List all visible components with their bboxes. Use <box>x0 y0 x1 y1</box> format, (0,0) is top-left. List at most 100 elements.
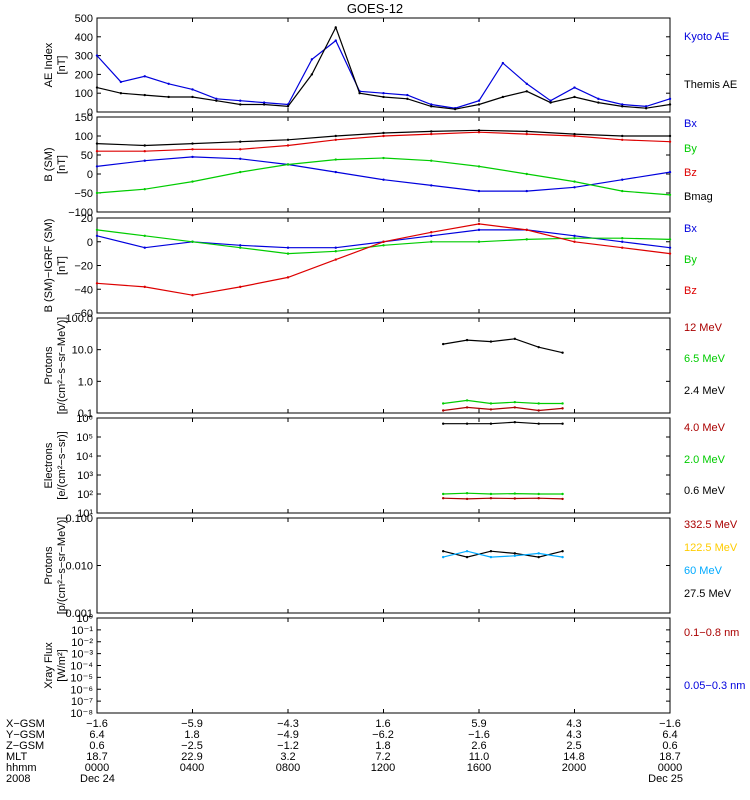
data-point <box>549 99 552 102</box>
data-point <box>334 170 337 174</box>
y-tick-label: 10² <box>77 489 93 501</box>
data-point <box>191 88 194 91</box>
footer-cell: 11.0 <box>469 751 490 763</box>
y-axis-label: AE Index <box>43 42 55 87</box>
data-point <box>477 222 481 226</box>
y-axis-label: B (SM) <box>43 147 55 181</box>
y-tick-label: 10⁻⁷ <box>71 696 93 708</box>
data-point <box>489 402 493 405</box>
data-point <box>453 107 457 111</box>
data-point <box>621 240 624 243</box>
data-point <box>477 129 481 132</box>
panel-ae: 500 400 300 200 100 0 AE Index [nT] Kyoto AE Them… <box>43 13 737 119</box>
data-point <box>465 422 469 425</box>
data-point <box>334 138 337 141</box>
footer-cell: −5.9 <box>181 718 203 730</box>
data-point <box>668 103 672 106</box>
data-point <box>668 193 672 197</box>
data-point <box>430 130 433 133</box>
panel-frame <box>96 317 671 414</box>
data-point <box>465 338 469 342</box>
data-point <box>525 238 528 241</box>
y-tick-label: 10⁻² <box>71 637 93 649</box>
panel-frame <box>96 116 671 213</box>
data-point <box>573 234 576 238</box>
y-tick-label: −60 <box>74 308 93 320</box>
legend-entry: 60 MeV <box>684 565 723 577</box>
y-axis-label: [p/(cm²−s−sr−MeV)] <box>56 317 68 415</box>
data-point <box>621 178 624 181</box>
data-point <box>668 252 672 255</box>
data-point <box>239 148 242 151</box>
data-point <box>119 80 123 84</box>
y-tick-label: 10⁻³ <box>71 649 93 661</box>
legend-entry: 12 MeV <box>684 322 723 334</box>
data-point <box>513 337 517 341</box>
data-point <box>537 422 540 425</box>
legend-entry: 0.1−0.8 nm <box>684 627 739 639</box>
y-tick-label: 20 <box>81 213 93 225</box>
legend-entry: Bz <box>684 285 697 297</box>
data-point <box>286 144 290 147</box>
data-point <box>477 240 481 243</box>
footer-cell: −1.2 <box>277 740 299 752</box>
data-point <box>310 58 314 61</box>
legend-entry: 6.5 MeV <box>684 353 726 365</box>
data-point <box>143 234 146 238</box>
data-point <box>668 134 672 138</box>
data-point <box>465 406 469 409</box>
data-point <box>262 103 266 106</box>
y-tick-label: 10⁶ <box>76 413 93 425</box>
data-point <box>668 97 672 101</box>
y-axis-label: [W/m²] <box>56 649 68 681</box>
footer-cell: Dec 25 <box>648 773 683 785</box>
data-point <box>573 95 576 99</box>
y-tick-label: 150 <box>75 112 93 124</box>
data-point <box>549 101 552 104</box>
data-point <box>334 26 337 29</box>
footer-cell: 6.4 <box>89 729 104 741</box>
y-tick-label: 300 <box>75 51 93 63</box>
data-point <box>477 165 481 168</box>
data-point <box>465 492 469 495</box>
data-point <box>668 140 672 143</box>
data-point <box>441 555 445 559</box>
legend-entry: 4.0 MeV <box>684 422 726 434</box>
data-point <box>430 103 433 106</box>
data-point <box>430 132 433 136</box>
data-point <box>239 140 242 143</box>
series-line-27-5-mev <box>443 550 563 558</box>
data-point <box>441 409 445 412</box>
data-point <box>143 188 146 191</box>
footer-cell: 2000 <box>562 762 586 774</box>
y-tick-label: 100.0 <box>65 313 93 325</box>
y-axis-label: Protons <box>43 546 55 584</box>
panel-frame <box>96 517 671 614</box>
data-point <box>95 234 99 238</box>
y-axis-label: [e/(cm²−s−sr)] <box>56 431 68 499</box>
data-point <box>430 105 433 108</box>
data-point <box>286 252 290 255</box>
y-tick-label: 100 <box>75 88 93 100</box>
y-tick-label: −40 <box>74 284 93 296</box>
data-point <box>597 101 600 104</box>
series-line-12-mev <box>443 406 563 412</box>
data-point <box>537 402 540 405</box>
data-point <box>143 159 146 162</box>
footer-cell: 6.4 <box>662 729 677 741</box>
data-point <box>143 93 146 97</box>
y-tick-label: 1.0 <box>78 376 93 388</box>
y-tick-label: 0.1 <box>78 408 93 420</box>
legend-entry: 2.4 MeV <box>684 385 726 397</box>
data-point <box>525 90 528 93</box>
data-point <box>143 285 146 289</box>
data-point <box>95 228 99 232</box>
data-point <box>621 246 624 249</box>
legend-entry: Bmag <box>684 191 713 203</box>
y-tick-label: 10⁻⁴ <box>70 661 93 673</box>
data-point <box>561 550 564 553</box>
footer-cell: 18.7 <box>659 751 680 763</box>
data-point <box>191 180 194 183</box>
